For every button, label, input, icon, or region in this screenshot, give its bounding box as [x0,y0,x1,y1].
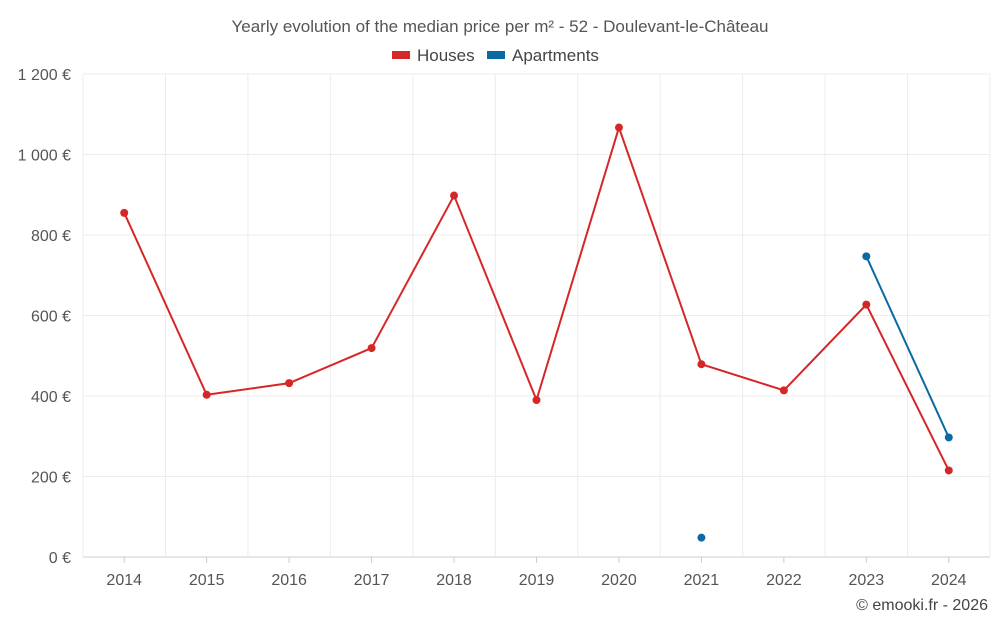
y-axis: 0 € 200 € 400 € 600 € 800 € 1 000 € 1 200 € [18,67,71,567]
x-tick-label: 2024 [931,572,967,589]
x-tick-label: 2022 [766,572,802,589]
data-point[interactable] [697,360,706,369]
data-point[interactable] [944,433,953,442]
legend-item-houses[interactable]: Houses [392,46,475,65]
credit-text: © emooki.fr - 2026 [856,597,988,614]
series-layer [120,123,953,542]
series-houses [120,123,953,475]
data-point[interactable] [614,123,623,132]
legend-swatch [392,51,410,59]
legend-label: Houses [417,46,475,65]
x-tick-label: 2017 [354,572,390,589]
x-tick-label: 2020 [601,572,637,589]
legend-swatch [487,51,505,59]
y-tick-label: 600 € [31,309,71,326]
data-point[interactable] [450,191,459,200]
x-tick-label: 2019 [519,572,555,589]
legend-item-apartments[interactable]: Apartments [487,46,599,65]
y-tick-label: 400 € [31,389,71,406]
y-tick-label: 1 000 € [18,148,71,165]
data-point[interactable] [120,208,129,217]
x-axis: 2014 2015 2016 2017 2018 2019 2020 2021 2022 2023… [106,557,967,589]
data-point[interactable] [862,300,871,309]
y-tick-label: 1 200 € [18,67,71,84]
data-point[interactable] [779,386,788,395]
x-tick-label: 2016 [271,572,307,589]
data-point[interactable] [285,379,294,388]
x-tick-label: 2015 [189,572,225,589]
y-tick-label: 200 € [31,470,71,487]
legend: Houses Apartments [392,46,599,65]
x-tick-label: 2018 [436,572,472,589]
legend-label: Apartments [512,46,599,65]
x-tick-label: 2014 [106,572,142,589]
y-tick-label: 0 € [49,550,71,567]
y-tick-label: 800 € [31,228,71,245]
data-point[interactable] [944,466,953,475]
data-point[interactable] [697,533,706,542]
x-tick-label: 2021 [684,572,720,589]
data-point[interactable] [532,396,541,405]
series-apartments [697,252,953,542]
data-point[interactable] [202,390,211,399]
series-line [865,255,950,438]
x-tick-label: 2023 [849,572,885,589]
chart-title: Yearly evolution of the median price per… [231,17,768,36]
data-point[interactable] [862,252,871,261]
grid [82,73,991,558]
data-point[interactable] [367,344,376,353]
